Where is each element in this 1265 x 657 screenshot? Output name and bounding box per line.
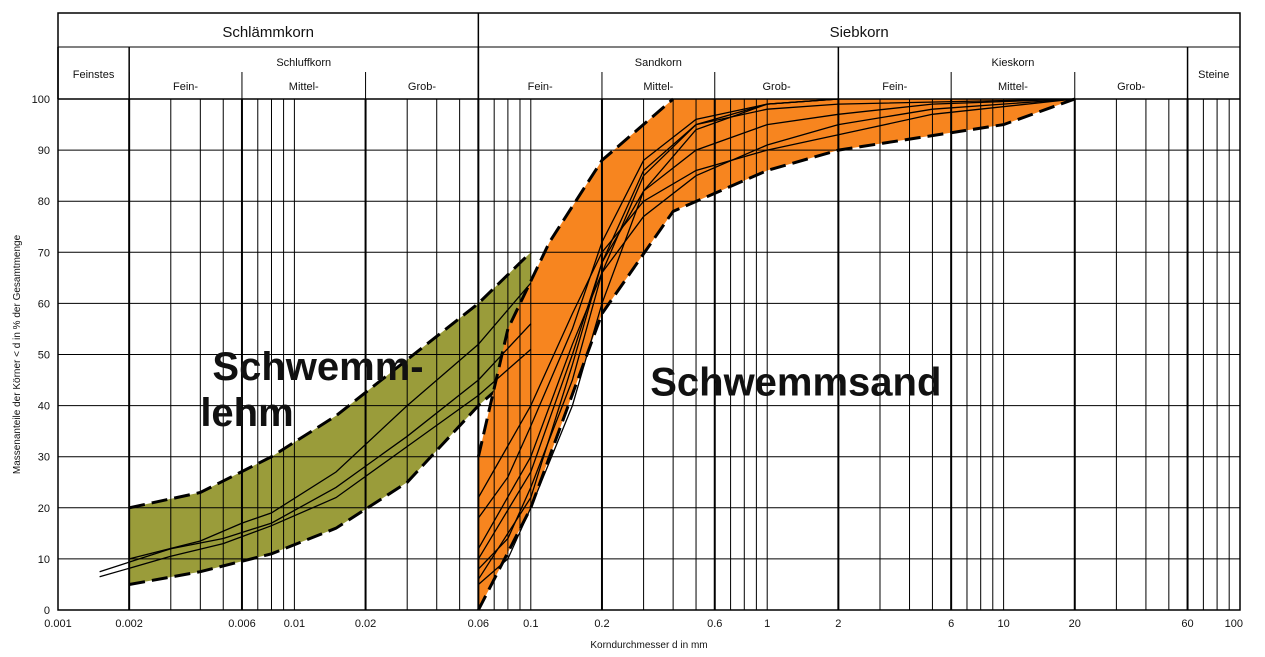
- series-line-0: [99, 323, 532, 573]
- y-tick-label: 40: [38, 401, 50, 413]
- x-tick-label: 60: [1181, 618, 1193, 630]
- band-lower-boundary-1: [477, 97, 1076, 611]
- x-tick-label: 0.006: [228, 618, 256, 630]
- header-sub-label: Grob-: [762, 81, 790, 93]
- y-tick-label: 20: [38, 503, 50, 515]
- region-label-1: Schwemmsand: [650, 360, 941, 404]
- y-tick-label: 70: [38, 247, 50, 259]
- x-tick-label: 10: [997, 618, 1009, 630]
- header-sub-label: Mittel-: [998, 81, 1028, 93]
- header-sub-label: Fein-: [528, 81, 553, 93]
- x-tick-label: 0.02: [355, 618, 376, 630]
- band-fill-0: [129, 252, 531, 585]
- x-tick-label: 0.2: [594, 618, 609, 630]
- y-axis-title: Massenanteile der Körner < d in % der Ge…: [12, 234, 23, 474]
- header-class-label: Schluffkorn: [276, 57, 331, 69]
- series-line-7: [477, 98, 1075, 550]
- x-tick-label: 0.001: [44, 618, 72, 630]
- header-sub-label: Grob-: [408, 81, 436, 93]
- series-line-8: [477, 98, 1075, 560]
- x-tick-label: 2: [835, 618, 841, 630]
- header-top-label: Siebkorn: [830, 24, 889, 41]
- y-tick-label: 0: [44, 605, 50, 617]
- series-line-2: [129, 282, 532, 560]
- x-tick-label: 0.002: [115, 618, 143, 630]
- plot-frame: [57, 12, 1241, 611]
- series-layer: [99, 98, 1075, 585]
- x-tick-label: 1: [764, 618, 770, 630]
- x-tick-label: 6: [948, 618, 954, 630]
- x-tick-label: 100: [1225, 618, 1243, 630]
- header-sub-label: Fein-: [882, 81, 907, 93]
- header-class-label: Sandkorn: [635, 57, 682, 69]
- region-label-0: lehm: [200, 391, 293, 435]
- y-tick-label: 90: [38, 145, 50, 157]
- header-class-label: Kieskorn: [992, 57, 1035, 69]
- header-sub-label: Mittel-: [289, 81, 319, 93]
- region-labels: Schwemm-lehm Schwemmsand: [200, 345, 941, 435]
- classification-header: Schlämmkorn Siebkorn Feinstes Schluffkorn Sa…: [57, 12, 1241, 611]
- x-tick-label: 20: [1069, 618, 1081, 630]
- header-top-label: Schlämmkorn: [222, 24, 314, 41]
- series-line-5: [477, 98, 839, 585]
- series-line-9: [477, 98, 1075, 580]
- x-tick-label: 0.06: [468, 618, 489, 630]
- x-tick-label: 0.01: [284, 618, 305, 630]
- header-class-label: Feinstes: [73, 69, 115, 81]
- header-sub-label: Mittel-: [643, 81, 673, 93]
- x-tick-label: 0.1: [523, 618, 538, 630]
- header-sub-label: Fein-: [173, 81, 198, 93]
- x-axis-title: Korndurchmesser d in mm: [590, 640, 707, 651]
- header-sub-label: Grob-: [1117, 81, 1145, 93]
- region-label-0: Schwemm-: [212, 345, 423, 389]
- y-tick-label: 80: [38, 196, 50, 208]
- band-fill-1: [478, 99, 1075, 610]
- x-tick-label: 0.6: [707, 618, 722, 630]
- y-tick-label: 100: [32, 94, 50, 106]
- band-upper-boundary-1: [476, 97, 675, 458]
- y-tick-label: 50: [38, 350, 50, 362]
- y-tick-label: 30: [38, 452, 50, 464]
- axes-layer: 0 10 20 30 40 50 60 70 80 90 100 0.001 0.002 0.006 0.0…: [12, 94, 1243, 651]
- header-class-label: Steine: [1198, 69, 1229, 81]
- series-line-1: [99, 348, 532, 578]
- y-tick-label: 10: [38, 554, 50, 566]
- series-line-6: [477, 98, 1075, 498]
- series-line-3: [477, 98, 839, 519]
- y-tick-label: 60: [38, 298, 50, 310]
